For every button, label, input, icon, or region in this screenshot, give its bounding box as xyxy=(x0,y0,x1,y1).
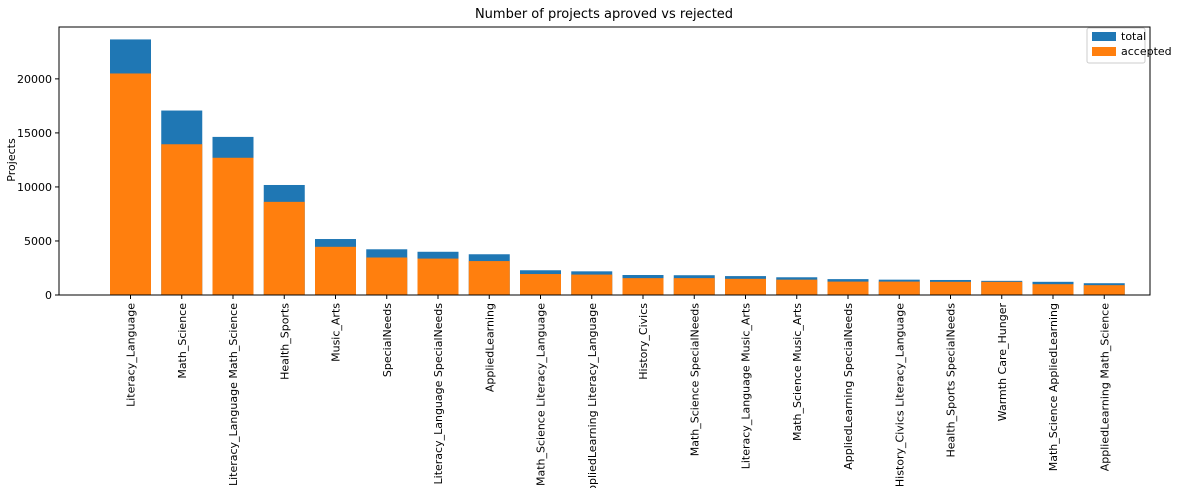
accepted-bar xyxy=(366,257,408,295)
legend-swatch-accepted xyxy=(1092,47,1116,56)
accepted-bar xyxy=(673,278,715,295)
x-tick-label: AppliedLearning Math_Science xyxy=(1098,303,1111,471)
x-tick-label: AppliedLearning SpecialNeeds xyxy=(842,303,855,470)
accepted-bar xyxy=(263,201,305,295)
legend-label-accepted: accepted xyxy=(1121,45,1172,58)
accepted-bar xyxy=(315,246,356,295)
x-tick-label: Literacy_Language SpecialNeeds xyxy=(432,303,445,485)
accepted-bar xyxy=(110,73,151,295)
y-tick-label: 5000 xyxy=(24,235,52,248)
accepted-bar xyxy=(520,274,561,295)
y-tick-label: 0 xyxy=(45,289,52,302)
total-bars xyxy=(110,39,1125,296)
accepted-bar xyxy=(212,157,254,295)
accepted-bar xyxy=(161,144,203,295)
x-tick-label: Math_Science AppliedLearning xyxy=(1047,303,1060,471)
y-axis-label: Projects xyxy=(5,138,18,182)
x-tick-label: Warmth Care_Hunger xyxy=(996,303,1009,422)
accepted-bar xyxy=(725,278,766,295)
accepted-bar xyxy=(776,279,818,295)
accepted-bar xyxy=(1083,285,1125,295)
x-tick-label: Literacy_Language xyxy=(125,303,138,407)
accepted-bar xyxy=(571,274,613,295)
accepted-bar xyxy=(468,261,510,295)
x-tick-label: Math_Science Music_Arts xyxy=(791,303,804,441)
legend-label-total: total xyxy=(1121,30,1146,43)
accepted-bar xyxy=(417,258,459,295)
chart-title: Number of projects aproved vs rejected xyxy=(475,7,733,22)
legend: total accepted xyxy=(1086,27,1172,64)
accepted-bar xyxy=(827,281,869,295)
x-tick-label: Math_Science Literacy_Language xyxy=(535,303,548,486)
accepted-bar xyxy=(622,278,664,295)
accepted-bar xyxy=(878,281,920,295)
accepted-bar xyxy=(930,281,971,295)
y-tick-label: 10000 xyxy=(17,181,52,194)
accepted-bar xyxy=(981,281,1023,295)
accepted-bars xyxy=(110,73,1125,295)
x-tick-label: History_Civics xyxy=(637,303,650,380)
x-axis-ticks: Literacy_Language Math_Science Literacy_La… xyxy=(125,295,1111,488)
x-tick-label: Math_Science xyxy=(176,303,189,379)
plot-frame xyxy=(58,26,1151,296)
accepted-bar xyxy=(1032,284,1074,295)
x-tick-label: Math_Science SpecialNeeds xyxy=(688,303,701,457)
x-tick-label: AppliedLearning Literacy_Language xyxy=(586,303,599,488)
y-tick-label: 15000 xyxy=(17,127,52,140)
x-tick-label: SpecialNeeds xyxy=(381,303,394,377)
x-tick-label: Literacy_Language Music_Arts xyxy=(740,303,753,470)
x-tick-label: Health_Sports SpecialNeeds xyxy=(945,303,958,458)
x-tick-label: Literacy_Language Math_Science xyxy=(227,303,240,486)
y-tick-label: 20000 xyxy=(17,73,52,86)
x-tick-label: Music_Arts xyxy=(330,303,343,362)
legend-swatch-total xyxy=(1092,32,1116,41)
x-tick-label: Health_Sports xyxy=(278,303,291,380)
y-axis-ticks: 0 5000 10000 15000 20000 xyxy=(17,73,59,302)
x-tick-label: History_Civics Literacy_Language xyxy=(893,303,906,487)
x-tick-label: AppliedLearning xyxy=(483,303,496,392)
